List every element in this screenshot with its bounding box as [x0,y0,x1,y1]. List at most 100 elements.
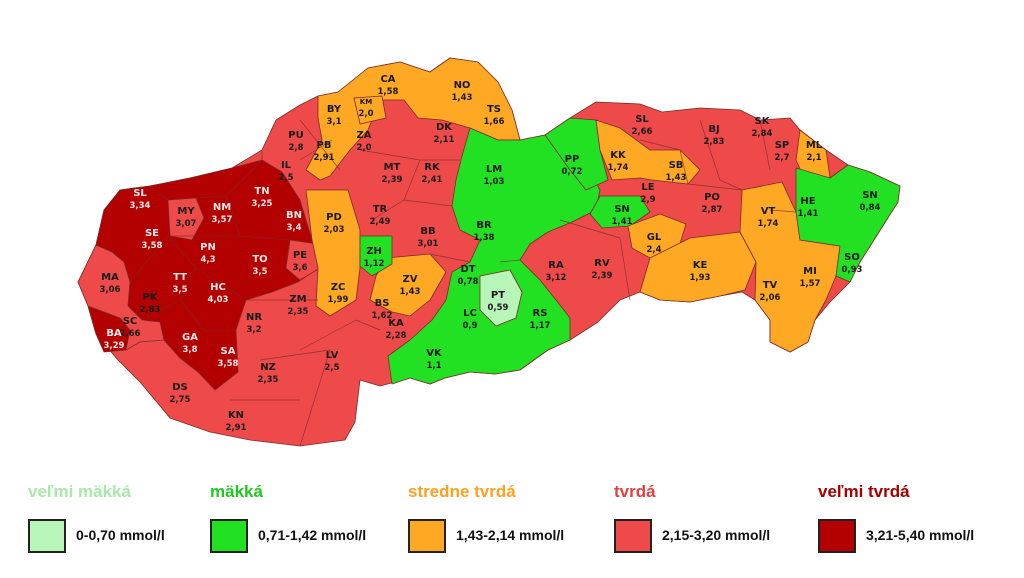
district-code: HE [800,196,815,207]
district-code: DS [172,382,188,393]
district-code: LC [463,308,477,319]
district-label-zm: ZM 2,35 [288,294,309,317]
legend-range: 1,43-2,14 mmol/l [456,527,565,543]
district-label-ds: DS 2,75 [170,382,191,405]
district-label-he: HE 1,41 [798,196,819,219]
district-value: 0,9 [462,321,477,331]
district-value: 2,5 [278,173,293,183]
district-code: BN [286,210,302,221]
district-value: 3,58 [142,241,163,251]
district-label-ga: GA 3,8 [182,332,198,355]
legend-swatch [614,519,652,553]
district-label-tr: TR 2,49 [370,204,391,227]
district-label-ma: MA 3,06 [100,272,121,295]
district-label-tt: TT 3,5 [172,272,187,295]
legend-swatch [818,519,856,553]
district-code: TT [173,272,187,283]
district-label-gl: GL 2,4 [646,232,661,255]
district-code: SL [635,114,649,125]
district-label-vt: VT 1,74 [758,206,779,229]
district-value: 2,7 [774,153,789,163]
district-value: 1,62 [372,311,393,321]
district-value: 2,87 [702,205,723,215]
district-code: KM [360,98,372,106]
district-label-bn: BN 3,4 [286,210,302,233]
district-value: 3,01 [418,239,439,249]
district-code: ZM [289,294,306,305]
district-code: PD [326,212,342,223]
district-code: SA [221,346,236,357]
district-value: 1,74 [758,219,779,229]
district-value: 2,35 [288,307,309,317]
district-label-zv: ZV 1,43 [400,274,421,297]
region-green-central [387,127,601,385]
region-ma-pk [77,244,165,351]
district-label-mi: MI 1,57 [800,266,821,289]
district-code: LV [326,350,339,361]
district-value: 2,66 [120,329,141,339]
district-label-by: BY 3,1 [326,104,341,127]
district-value: 1,66 [484,117,505,127]
region-zv-bs [369,253,447,317]
district-label-se: SE 3,58 [142,228,163,251]
region-km [353,95,387,125]
district-code: PE [293,250,307,261]
district-value: 2,1 [806,153,821,163]
district-code: TS [487,104,501,115]
district-value: 1,58 [378,87,399,97]
district-value: 2,39 [382,175,403,185]
district-label-lc: LC 0,9 [462,308,477,331]
district-value: 2,06 [760,293,781,303]
district-code: PP [565,154,580,165]
district-code: GA [182,332,198,343]
district-value: 3,34 [130,201,151,211]
district-label-po: PO 2,87 [702,192,723,215]
district-label-bb: BB 3,01 [418,226,439,249]
district-value: 2,11 [434,135,455,145]
district-value: 1,12 [364,259,385,269]
district-code: RA [548,260,564,271]
district-code: KE [693,260,708,271]
district-code: ZC [331,282,346,293]
district-label-pe: PE 3,6 [292,250,307,273]
legend-range: 0-0,70 mmol/l [76,527,165,543]
district-code: BR [476,220,492,231]
district-value: 2,9 [640,195,655,205]
district-label-sn-e: SN 0,84 [860,190,881,213]
district-code: RV [594,258,610,269]
district-code: VK [426,348,443,359]
district-code: CA [380,74,395,85]
district-label-sa: SA 3,58 [218,346,239,369]
district-value: 3,5 [252,267,267,277]
district-value: 3,1 [326,117,341,127]
legend-swatch [408,519,446,553]
district-value: 0,78 [458,277,479,287]
district-value: 2,39 [592,271,613,281]
district-code: PK [142,292,158,303]
district-label-nz: NZ 2,35 [258,362,279,385]
district-value: 2,0 [358,109,373,119]
district-value: 1,74 [608,163,629,173]
district-code: LE [641,182,654,193]
district-label-mt: MT 2,39 [382,162,403,185]
district-code: SK [755,116,771,127]
district-label-no: NO 1,43 [452,80,473,103]
district-code: BY [327,104,342,115]
district-value: 2,28 [386,331,407,341]
district-code: ZA [357,130,372,141]
district-label-bj: BJ 2,83 [704,124,725,147]
district-value: 2,66 [632,127,653,137]
district-value: 2,49 [370,217,391,227]
district-value: 3,6 [292,263,307,273]
district-label-pt: PT 0,59 [488,290,509,313]
district-code: BA [106,328,122,339]
district-label-ml: ML 2,1 [806,140,823,163]
district-label-ba: BA 3,29 [104,328,125,351]
district-code: ZH [366,246,382,257]
district-value: 1,43 [400,287,421,297]
region-orange-north [305,57,521,181]
district-code: NR [246,312,262,323]
district-label-sp: SP 2,7 [774,140,789,163]
legend-title: stredne tvrdá [408,482,516,501]
district-label-sn-w: SN 1,41 [612,204,633,227]
